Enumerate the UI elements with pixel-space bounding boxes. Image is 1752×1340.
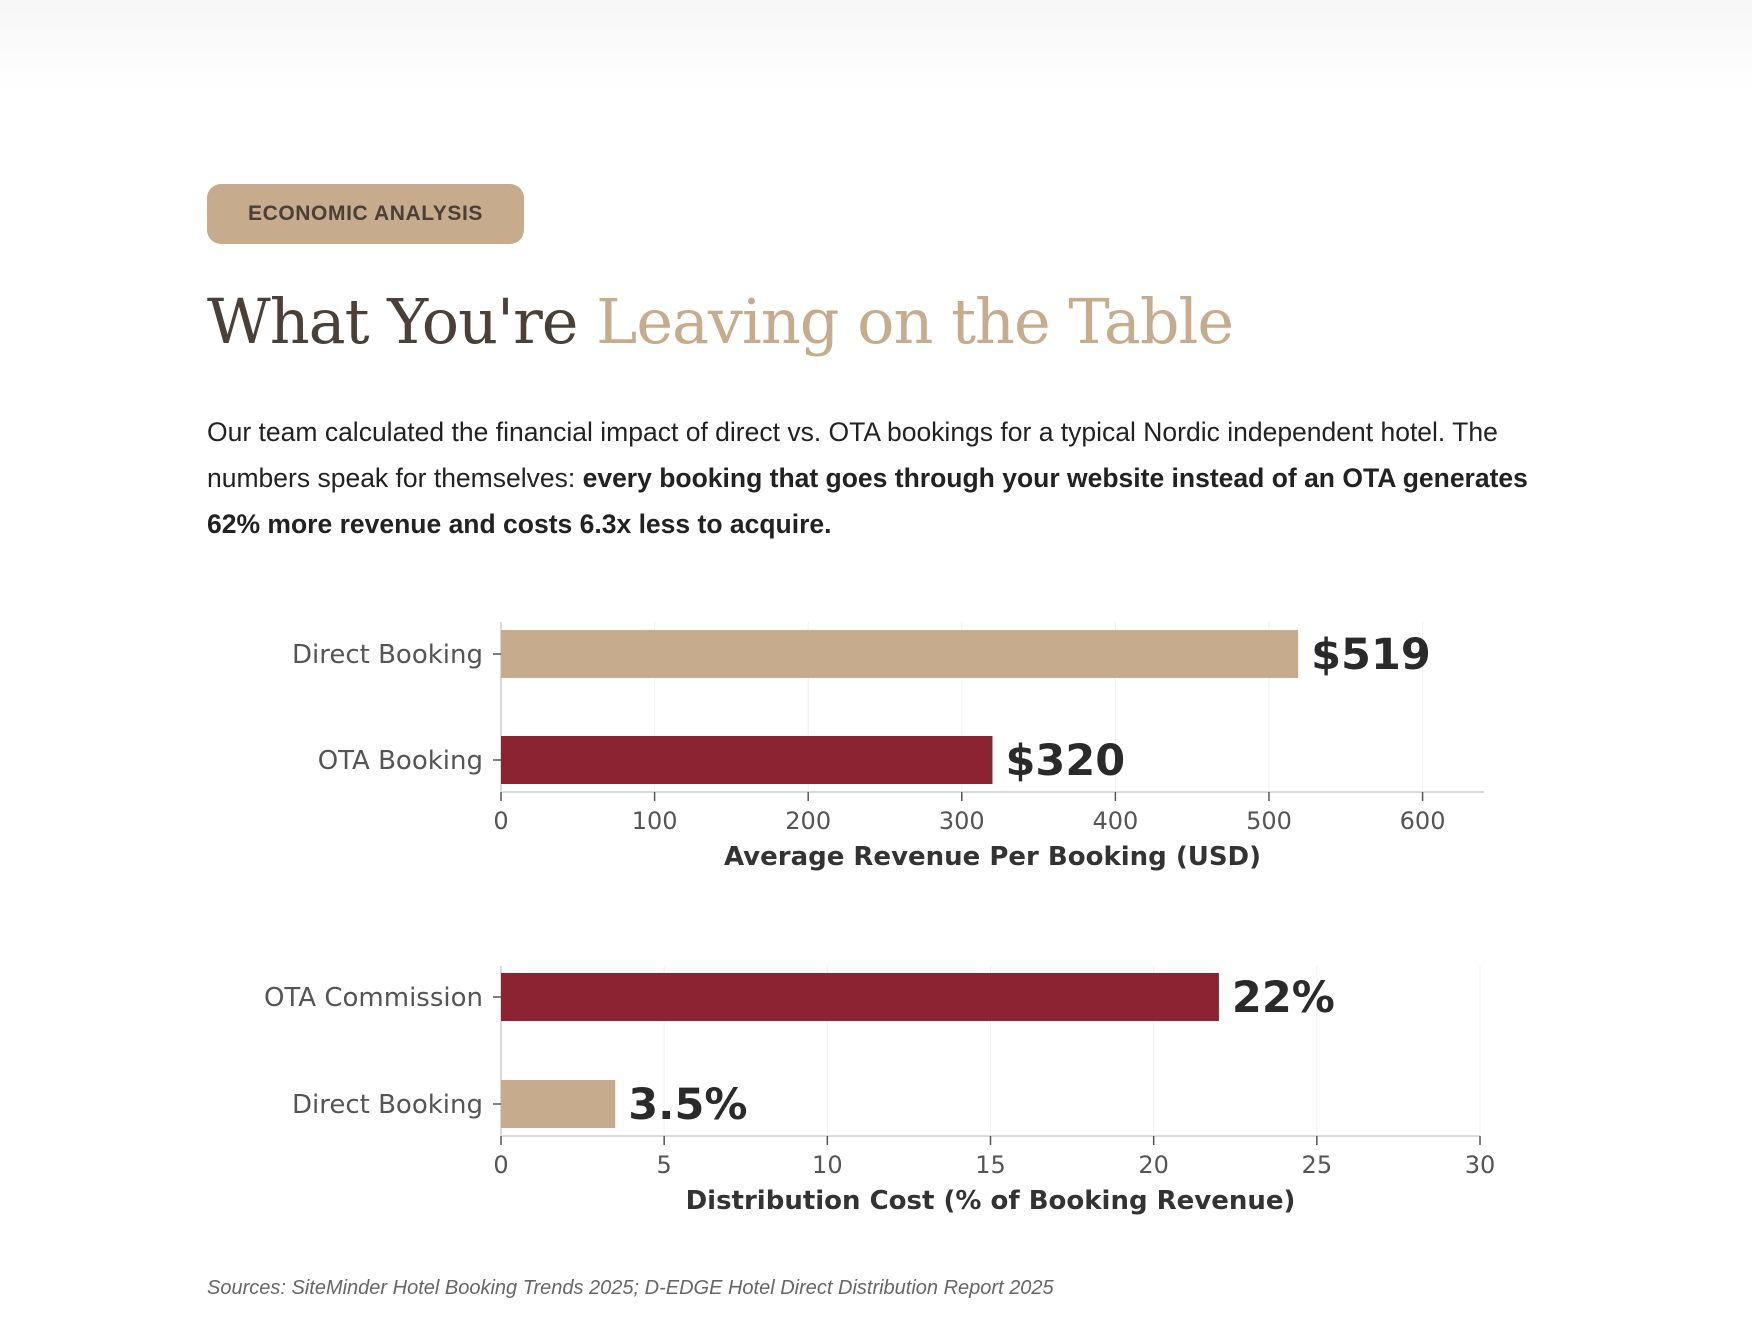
data-label: $519 (1311, 630, 1431, 680)
x-tick-label: 25 (1302, 1151, 1333, 1179)
title-main: What You're (207, 285, 578, 358)
x-tick-label: 30 (1465, 1151, 1496, 1179)
intro-text: Our team calculated the financial impact… (207, 417, 1498, 493)
cost-chart: OTA Commission 22% Direct Booking 3.5% 0 5 10 1… (264, 966, 1496, 1216)
y-tick-label: OTA Commission (264, 983, 483, 1013)
bar (501, 973, 1219, 1021)
x-tick-label: 600 (1400, 807, 1446, 835)
x-tick-label: 10 (812, 1151, 843, 1179)
x-tick-label: 200 (785, 807, 831, 835)
x-tick-label: 0 (493, 1151, 508, 1179)
page-title: What You're Leaving on the Table (207, 285, 1234, 358)
sources-note: Sources: SiteMinder Hotel Booking Trends… (207, 1277, 1054, 1299)
x-tick-label: 100 (632, 807, 678, 835)
bar (501, 630, 1299, 678)
bar (501, 1080, 616, 1128)
x-axis-label: Distribution Cost (% of Booking Revenue) (686, 1186, 1296, 1216)
y-tick-label: Direct Booking (292, 1090, 483, 1120)
section-badge: ECONOMIC ANALYSIS (207, 184, 524, 244)
data-label: $320 (1006, 736, 1126, 786)
intro-emphasis: every booking that goes through your web… (207, 463, 1528, 539)
x-axis-label: Average Revenue Per Booking (USD) (724, 842, 1261, 872)
x-tick-label: 20 (1138, 1151, 1169, 1179)
x-tick-label: 500 (1246, 807, 1292, 835)
intro-paragraph: Our team calculated the financial impact… (207, 409, 1577, 547)
y-tick-label: OTA Booking (318, 746, 483, 776)
x-tick-label: 400 (1092, 807, 1138, 835)
x-tick-label: 15 (975, 1151, 1006, 1179)
x-tick-label: 300 (939, 807, 985, 835)
revenue-chart: Direct Booking $519 OTA Booking $320 0 100 200… (292, 622, 1484, 872)
title-accent: Leaving on the Table (596, 285, 1234, 358)
data-label: 22% (1232, 973, 1335, 1023)
data-label: 3.5% (628, 1080, 747, 1130)
x-tick-label: 5 (657, 1151, 672, 1179)
y-tick-label: Direct Booking (292, 640, 483, 670)
x-tick-label: 0 (493, 807, 508, 835)
bar (501, 736, 993, 784)
